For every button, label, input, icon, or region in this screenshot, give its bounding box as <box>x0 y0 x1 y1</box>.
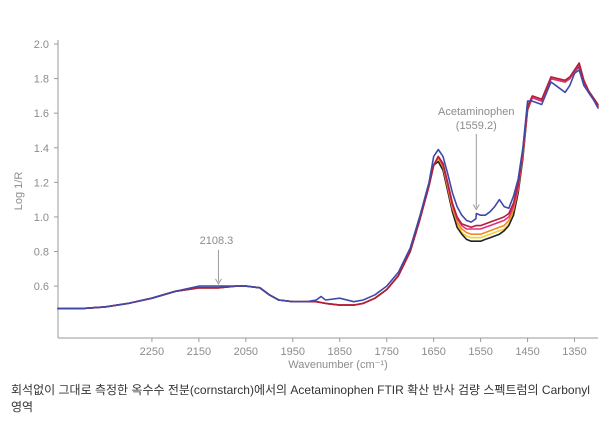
annotation-2108-arrowhead <box>215 278 222 285</box>
annotation-acetaminophen-label: Acetaminophen <box>438 106 514 118</box>
x-tick-label: 2050 <box>234 346 258 358</box>
x-tick-label: 2250 <box>140 346 164 358</box>
y-tick-label: 1.4 <box>34 143 49 155</box>
series-lines <box>57 62 599 310</box>
x-tick-label: 1750 <box>374 346 398 358</box>
x-tick-label: 1950 <box>281 346 305 358</box>
series-line-6 <box>57 69 599 310</box>
annotations: 2108.3 Acetaminophen (1559.2) <box>200 106 515 285</box>
x-tick-label: 1850 <box>327 346 351 358</box>
y-tick-label: 1.6 <box>34 108 49 120</box>
x-tick-label: 2150 <box>187 346 211 358</box>
y-tick-label: 1.0 <box>34 212 49 224</box>
y-tick-label: 0.8 <box>34 247 49 259</box>
figure-caption: 회석없이 그대로 측정한 옥수수 전분(cornstarch)에서의 Aceta… <box>11 383 590 414</box>
y-axis-ticks: 2.0 1.8 1.6 1.4 1.2 1.0 0.8 0.6 <box>34 39 58 293</box>
plot-frame <box>57 40 598 339</box>
annotation-acetaminophen-wavenumber: (1559.2) <box>456 120 497 132</box>
y-axis-label: Log 1/R <box>13 172 25 211</box>
y-tick-label: 2.0 <box>34 39 49 51</box>
x-tick-label: 1550 <box>468 346 492 358</box>
x-tick-label: 1450 <box>515 346 539 358</box>
x-tick-label: 1650 <box>421 346 445 358</box>
x-tick-label: 1350 <box>562 346 586 358</box>
x-axis-label: Wavenumber (cm⁻¹) <box>288 359 388 371</box>
x-axis-ticks: 2250 2150 2050 1950 1850 1750 1650 1550 1450 1350 <box>140 338 587 358</box>
y-tick-label: 1.2 <box>34 177 49 189</box>
y-tick-label: 1.8 <box>34 74 49 86</box>
y-tick-label: 0.6 <box>34 281 49 293</box>
annotation-2108-label: 2108.3 <box>200 235 234 247</box>
spectrum-chart: 2.0 1.8 1.6 1.4 1.2 1.0 0.8 0.6 2250 2150 2050 195… <box>13 39 599 371</box>
annotation-acetaminophen-arrowhead <box>472 204 480 211</box>
